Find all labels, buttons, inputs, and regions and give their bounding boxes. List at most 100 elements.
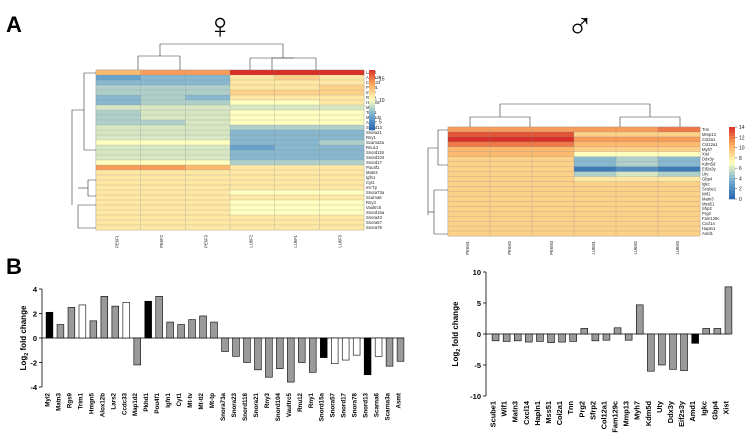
heatmap-cell [274,170,320,176]
heatmap-cell [319,120,365,126]
y-tick-label: -10 [470,392,481,401]
colorbar-step [369,105,375,108]
heatmap-cell [230,210,275,216]
bar [254,337,262,371]
heatmap-cell [319,185,365,191]
heatmap-cell [658,196,701,202]
heatmap-cell [574,201,617,207]
heatmap-cell [140,160,186,166]
colorbar-tick-label: 8 [739,156,742,162]
heatmap-row-label: Mss51 [702,201,715,206]
heatmap-cell [448,141,491,148]
heatmap-row-label: Col3a1 [702,137,716,142]
colorbar-step [729,127,735,131]
colorbar-tick-label: 4 [739,176,742,182]
heatmap-cell [658,231,701,237]
x-tick-label: Uty [655,400,664,413]
x-tick-label: Snora78 [352,392,359,417]
heatmap-cell [448,161,491,167]
heatmap-cell [230,155,275,161]
heatmap-row-label: Matn3 [366,170,378,175]
heatmap-cell [274,210,320,216]
heatmap-cell [96,135,141,141]
colorbar-step [729,175,735,179]
colorbar-step [729,178,735,182]
colorbar-step [369,117,375,121]
heatmap-cell [230,145,275,151]
heatmap-cell [274,110,320,116]
heatmap-cell [532,166,575,172]
heatmap-cell [616,216,659,222]
heatmap-cell [185,225,231,231]
heatmap-cell [274,85,320,91]
heatmap-cell [274,195,320,201]
heatmap-cell [140,165,186,171]
colorbar-step [369,82,375,86]
heatmap-cell [140,180,186,186]
heatmap-cell [532,136,575,143]
bar [658,333,666,366]
heatmap-cell [658,131,701,138]
heatmap-col-label: PE6F2 [159,234,164,247]
heatmap-cell [140,85,186,91]
heatmap-cell [230,110,275,116]
heatmap-cell [448,221,491,227]
dendrogram-branch [71,109,84,205]
heatmap-col-label: PE6F3 [204,234,209,247]
x-tick-label: Tnn [566,401,575,415]
heatmap-cell [574,211,617,217]
heatmap-cell [658,201,701,207]
heatmap-cell [140,190,186,196]
y-axis-label-sub: 2 [456,349,462,352]
heatmap-cell [658,221,701,227]
heatmap-cell [490,191,533,197]
x-tick-label: Eif2s3y [677,400,686,427]
heatmap-cell [230,190,275,196]
heatmap-cell [230,160,275,166]
bar [67,307,76,339]
heatmap-cell [574,136,617,143]
heatmap-cell [230,165,275,171]
heatmap-cell [658,191,701,197]
heatmap-cell [274,220,320,226]
heatmap-cell [185,160,231,166]
heatmap-cell [185,165,231,171]
heatmap-cell [185,195,231,201]
heatmap-cell [532,226,575,232]
heatmap-cell [185,150,231,156]
colorbar-step [369,107,375,111]
heatmap-cell [140,150,186,156]
heatmap-cell [140,135,186,141]
colorbar-step [729,166,735,170]
heatmap-cell [319,100,365,106]
heatmap-cell [319,125,365,131]
x-tick-label: Snord17 [341,392,348,417]
heatmap-cell [230,180,275,186]
y-tick-label: 10 [473,268,481,277]
colorbar-step [729,184,735,188]
bar [647,333,655,372]
heatmap-cell [274,80,320,86]
heatmap-cell [532,206,575,212]
heatmap-row-label: Snord15a [366,210,385,215]
heatmap-cell [490,166,533,172]
heatmap-cell [658,136,701,143]
y-tick-label: -2 [30,359,37,368]
heatmap-cell [140,145,186,151]
bar [547,333,555,343]
heatmap-row-label: Igfn1 [366,175,376,180]
heatmap-cell [658,151,701,158]
bar [309,337,317,373]
heatmap-col-label: LU6F1 [293,234,298,247]
heatmap-cell [319,165,365,171]
x-tick-label: Scarna3a [385,392,392,420]
heatmap-cell [185,200,231,206]
heatmap-cell [140,95,186,101]
heatmap-cell [274,205,320,211]
heatmap-cell [185,145,231,151]
heatmap-cell [185,175,231,181]
heatmap-cell [96,75,141,81]
heatmap-cell [490,201,533,207]
y-axis-label-main: Log [451,352,460,367]
heatmap-cell [616,146,659,153]
